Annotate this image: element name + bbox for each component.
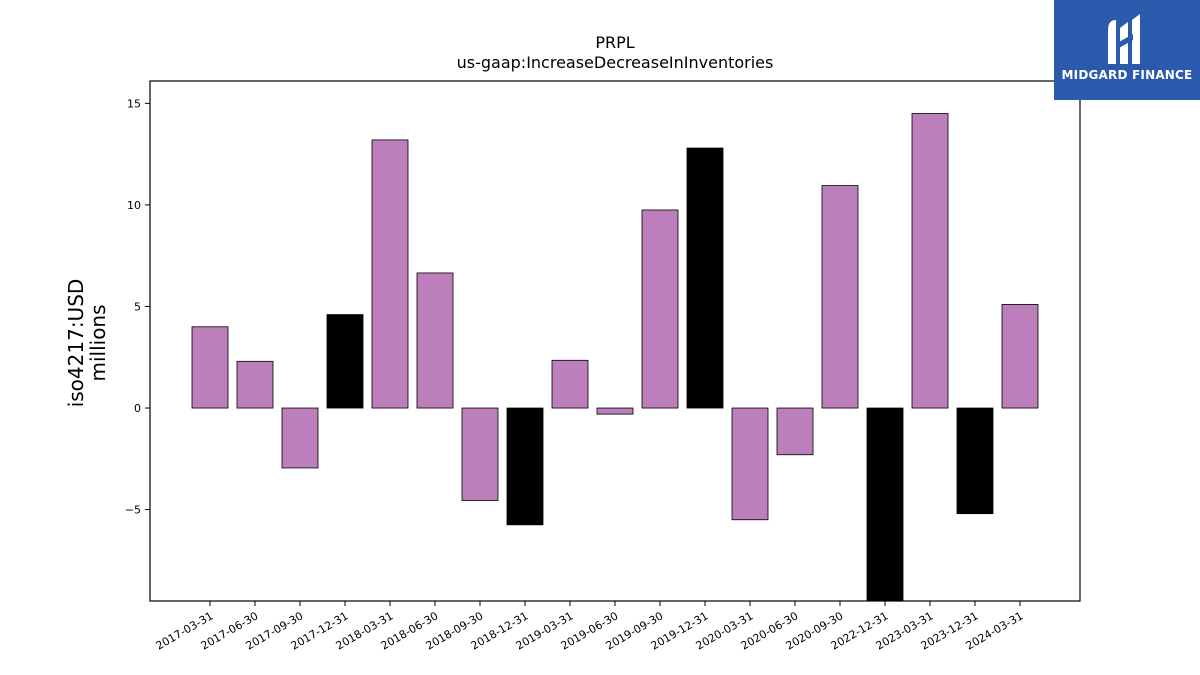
chart-subtitle: us-gaap:IncreaseDecreaseInInventories [457, 53, 774, 72]
bar-2020-06-30 [776, 407, 814, 456]
logo-text: MIDGARD FINANCE [1061, 68, 1193, 82]
bar-2017-03-31 [191, 326, 229, 409]
y-tick-label: 0 [134, 402, 141, 415]
bar-2017-12-31 [326, 314, 364, 409]
chart-title: PRPL [595, 33, 634, 52]
bar-2019-03-31 [551, 359, 589, 409]
bar-2019-09-30 [641, 209, 679, 409]
y-axis-label: iso4217:USD [64, 279, 88, 408]
y-tick-label: 5 [134, 300, 141, 313]
bars-group [191, 113, 1039, 602]
y-axis: −5 0 5 10 15 [125, 97, 150, 517]
bar-2023-12-31 [956, 407, 994, 515]
bar-2022-12-31 [866, 407, 904, 602]
y-tick-label: −5 [125, 504, 141, 517]
y-tick-label: 10 [127, 199, 141, 212]
midgard-finance-logo: MIDGARD FINANCE [1054, 0, 1200, 100]
plot-frame [149, 80, 1081, 602]
bar-2019-06-30 [596, 407, 634, 415]
midgard-logo-icon [1108, 14, 1140, 64]
bar-2024-03-31 [1001, 304, 1039, 409]
bar-2018-03-31 [371, 139, 409, 409]
y-axis-unit-label: millions [86, 304, 110, 381]
x-axis: 2017-03-312017-06-302017-09-302017-12-31… [154, 601, 1026, 653]
bar-2018-12-31 [506, 407, 544, 526]
bar-2023-03-31 [911, 113, 949, 409]
bar-2019-12-31 [686, 147, 724, 409]
bar-2020-03-31 [731, 407, 769, 521]
bar-2018-06-30 [416, 272, 454, 409]
bar-2017-09-30 [281, 407, 319, 469]
bar-2017-06-30 [236, 360, 274, 409]
y-tick-label: 15 [127, 97, 141, 110]
bar-2018-09-30 [461, 407, 499, 501]
bar-2020-09-30 [821, 185, 859, 409]
